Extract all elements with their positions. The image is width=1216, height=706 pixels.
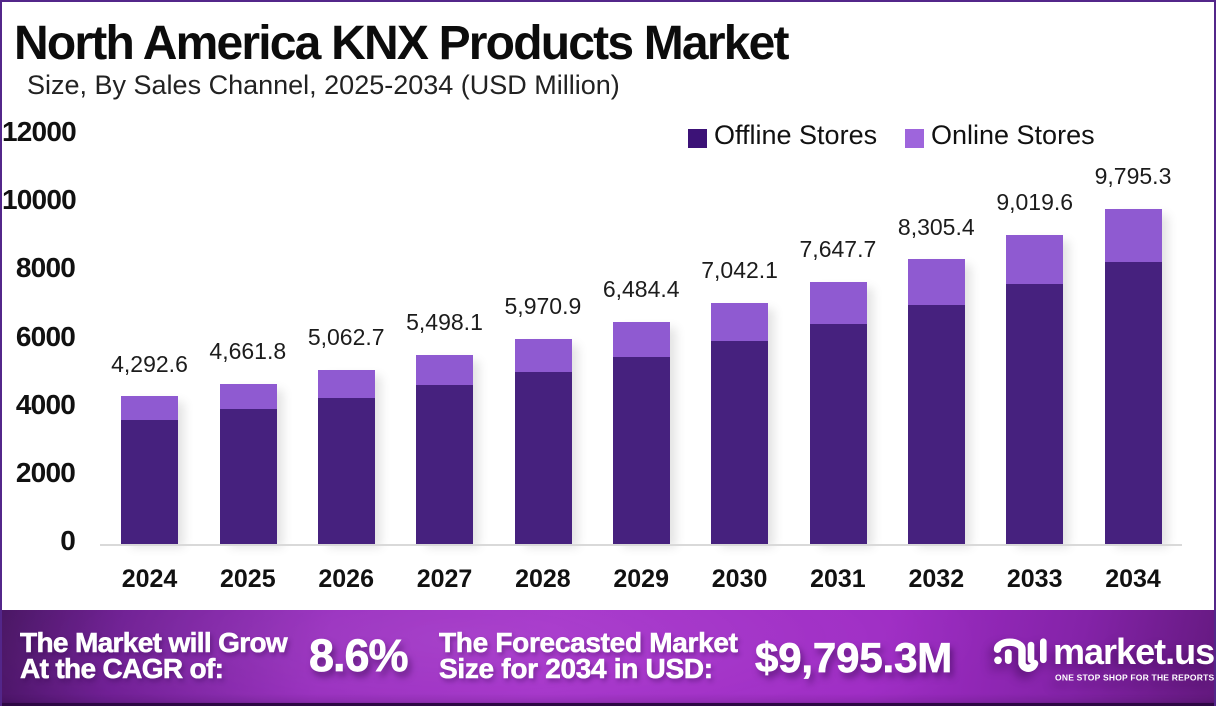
svg-text:market.us: market.us (1053, 632, 1214, 672)
svg-text:ONE STOP SHOP FOR THE REPORTS: ONE STOP SHOP FOR THE REPORTS (1055, 673, 1215, 683)
